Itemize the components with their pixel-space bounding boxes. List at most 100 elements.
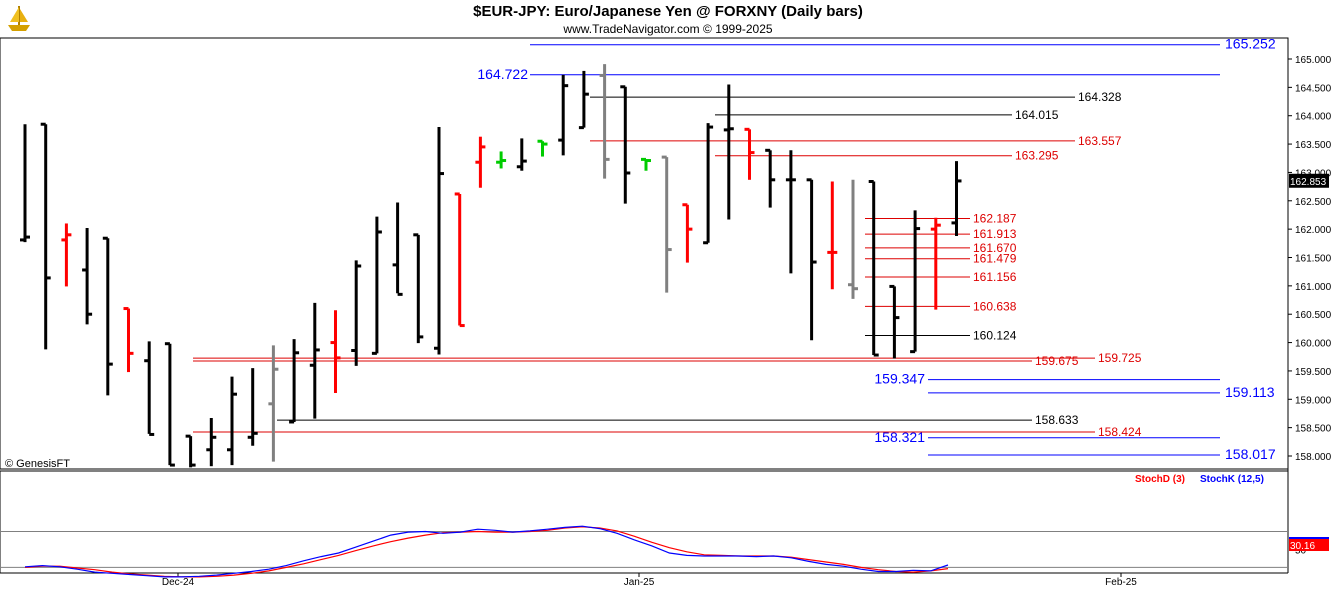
ohlc-bar [620, 85, 631, 204]
price-tick-label: 158.000 [1295, 452, 1332, 463]
ohlc-bar [351, 260, 362, 366]
ohlc-bar [206, 418, 217, 467]
ohlc-bar [558, 74, 569, 156]
ohlc-bar [289, 339, 300, 424]
legend-stochd: StochD (3) [1135, 474, 1185, 485]
ohlc-bar [434, 127, 444, 355]
ohlc-bar [910, 210, 921, 354]
ohlc-bar [144, 341, 155, 436]
legend-stochk: StochK (12,5) [1200, 474, 1264, 485]
ohlc-bar [61, 223, 72, 287]
level-label-159-675: 159.675 [1035, 354, 1079, 368]
ohlc-bar [806, 178, 817, 341]
level-label-158-633: 158.633 [1035, 413, 1079, 427]
ohlc-bar [496, 151, 507, 169]
ohlc-bar [785, 150, 796, 274]
ohlc-bars [20, 64, 962, 468]
ohlc-bar [392, 202, 403, 296]
price-tick-label: 162.500 [1295, 197, 1332, 208]
level-lines: 165.252 164.722 164.328 164.015 163.557 163.2… [193, 36, 1276, 462]
trade-navigator-ship-icon [4, 3, 34, 33]
oscillator-panel [0, 470, 1289, 574]
level-label-161-670: 161.670 [973, 241, 1017, 255]
chart-title: $EUR-JPY: Euro/Japanese Yen @ FORXNY (Da… [473, 3, 863, 20]
last-price-box [1289, 173, 1329, 188]
level-label-164-328: 164.328 [1078, 90, 1122, 104]
ohlc-bar [682, 203, 693, 263]
ohlc-bar [227, 376, 237, 466]
price-tick-label: 165.000 [1295, 55, 1332, 66]
price-axis-ticks: 165.000164.500164.000163.500163.000162.5… [1288, 55, 1332, 463]
ohlc-bar [641, 157, 651, 171]
level-label-159-113: 159.113 [1225, 384, 1275, 400]
ohlc-bar [827, 181, 838, 290]
copyright-label: © GenesisFT [5, 458, 70, 470]
level-label-158-017: 158.017 [1225, 446, 1276, 462]
level-label-163-557: 163.557 [1078, 134, 1122, 148]
date-tick-label: Jan-25 [624, 577, 655, 588]
level-label-164-015: 164.015 [1015, 108, 1059, 122]
ohlc-bar [330, 310, 341, 394]
ohlc-bar [599, 64, 610, 179]
last-price-label: 162.853 [1290, 177, 1327, 188]
ohlc-bar [185, 434, 196, 468]
stochd-last-box [1289, 539, 1329, 551]
ohlc-bar [413, 233, 424, 344]
date-axis-ticks: Dec-24 Jan-25 Feb-25 [162, 573, 1137, 588]
ohlc-bar [537, 139, 548, 157]
price-tick-label: 160.500 [1295, 310, 1332, 321]
ohlc-bar [765, 148, 776, 208]
ohlc-bar [930, 217, 941, 310]
level-label-158-321: 158.321 [874, 429, 925, 445]
price-axis-background [1288, 38, 1336, 591]
chart-header: $EUR-JPY: Euro/Japanese Yen @ FORXNY (Da… [0, 0, 1336, 38]
price-tick-label: 161.000 [1295, 282, 1332, 293]
oscillator-series-stochk [24, 525, 949, 578]
ohlc-bar [454, 192, 465, 328]
price-tick-label: 159.000 [1295, 395, 1332, 406]
price-tick-label: 164.500 [1295, 83, 1332, 94]
ohlc-bar [20, 124, 30, 243]
level-label-165-252: 165.252 [1225, 36, 1276, 52]
level-label-162-187: 162.187 [973, 212, 1017, 226]
price-tick-label: 164.000 [1295, 112, 1332, 123]
ohlc-bar [40, 122, 51, 350]
ohlc-bar [661, 155, 672, 293]
ohlc-bar [578, 70, 589, 130]
price-tick-label: 161.500 [1295, 254, 1332, 265]
chart-subtitle: www.TradeNavigator.com © 1999-2025 [563, 22, 773, 36]
price-panel [0, 37, 1289, 470]
stochd-last-label: 30.16 [1290, 541, 1315, 552]
level-label-164-722: 164.722 [477, 66, 528, 82]
level-label-161-156: 161.156 [973, 270, 1017, 284]
level-label-160-124: 160.124 [973, 329, 1017, 343]
price-tick-label: 159.500 [1295, 367, 1332, 378]
ohlc-bar [268, 345, 279, 462]
date-tick-label: Feb-25 [1105, 577, 1137, 588]
price-tick-label: 158.500 [1295, 424, 1332, 435]
ohlc-bar [247, 368, 258, 446]
ohlc-bar [309, 302, 320, 419]
ohlc-bar [82, 228, 93, 325]
price-tick-label: 163.500 [1295, 140, 1332, 151]
ohlc-bar [703, 123, 714, 245]
date-tick-label: Dec-24 [162, 577, 195, 588]
ohlc-bar [164, 342, 175, 467]
ohlc-bar [723, 84, 734, 220]
level-label-161-913: 161.913 [973, 227, 1017, 241]
ohlc-bar [102, 236, 113, 396]
level-label-158-424: 158.424 [1098, 425, 1142, 439]
ohlc-bar [744, 127, 755, 180]
ohlc-bar [123, 307, 134, 373]
level-label-160-638: 160.638 [973, 299, 1017, 313]
ohlc-bar [475, 136, 486, 188]
price-tick-label: 160.000 [1295, 339, 1332, 350]
level-label-159-347: 159.347 [874, 371, 925, 387]
level-label-161-479: 161.479 [973, 252, 1017, 266]
ohlc-bar [868, 180, 879, 357]
level-label-159-725: 159.725 [1098, 351, 1142, 365]
level-label-163-295: 163.295 [1015, 149, 1059, 163]
ohlc-bar [516, 138, 527, 171]
ohlc-bar [951, 161, 962, 236]
